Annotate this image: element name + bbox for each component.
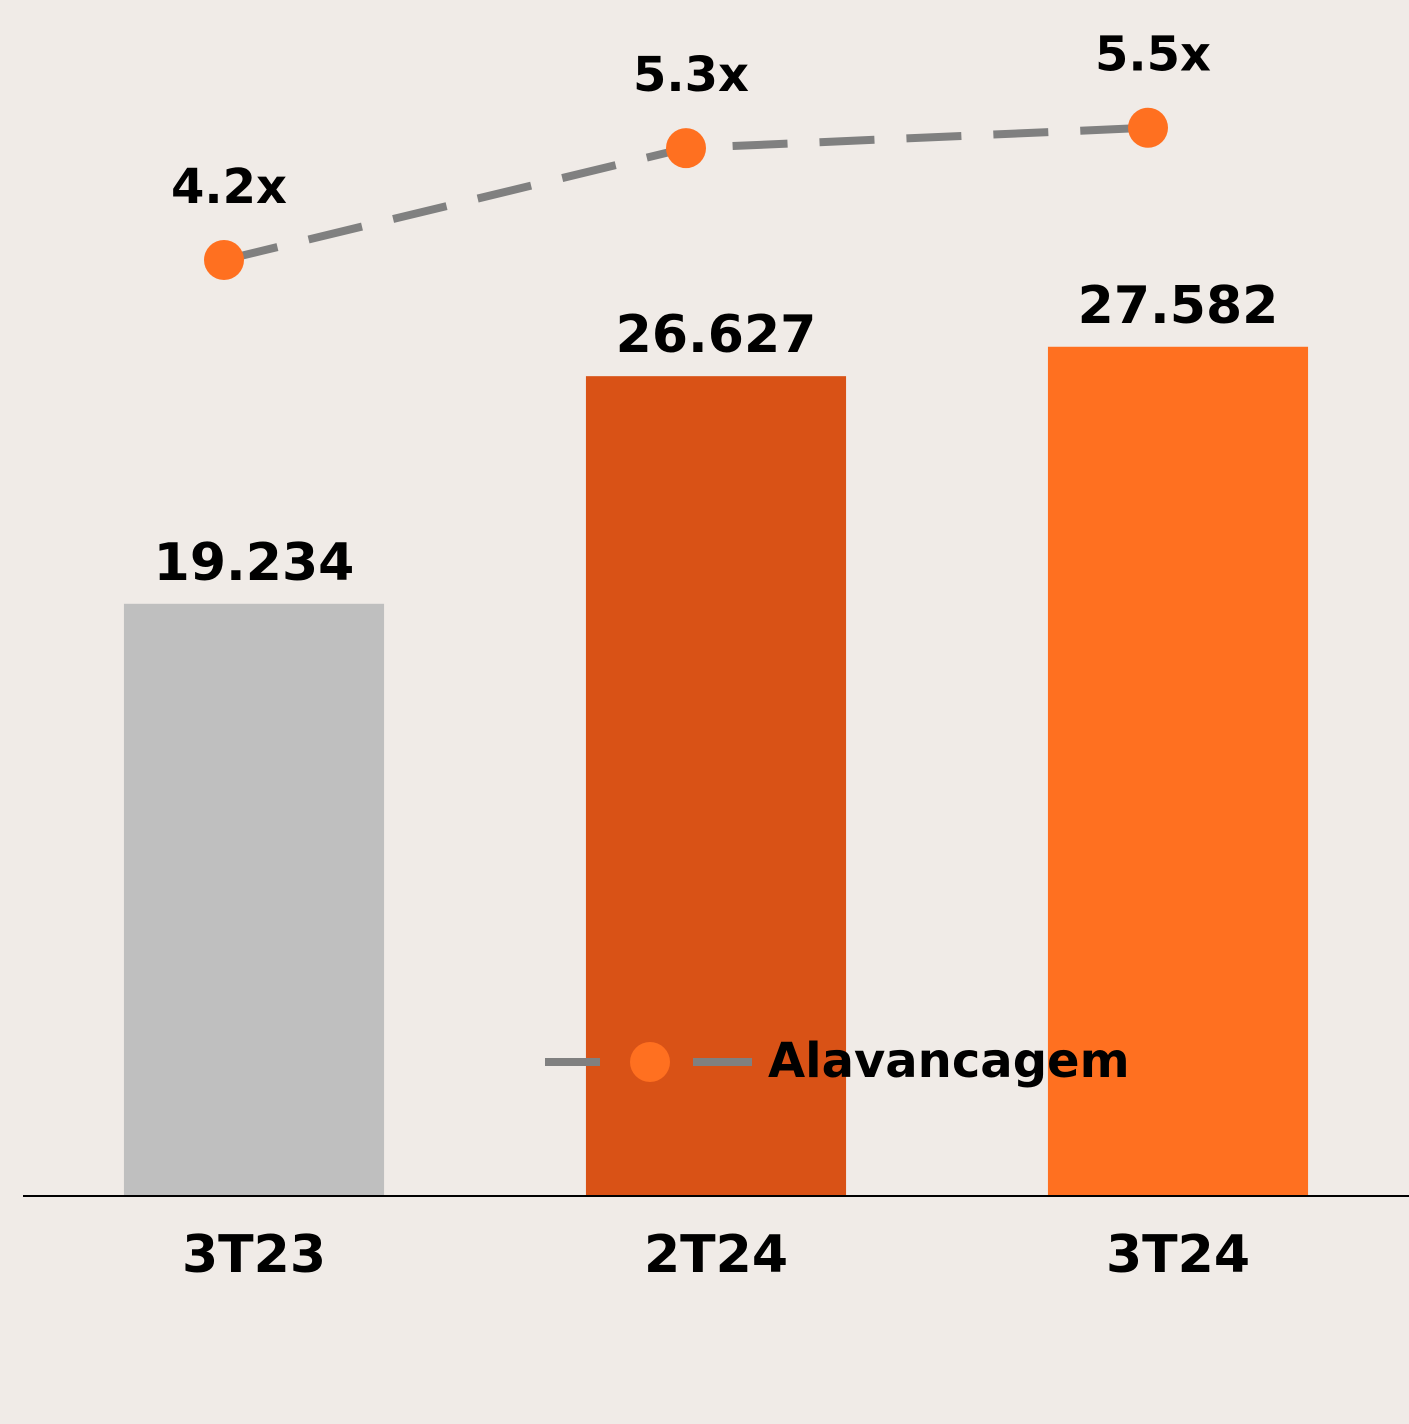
line-value-label: 5.3x bbox=[633, 47, 749, 103]
line-marker bbox=[666, 128, 706, 169]
legend-marker bbox=[630, 1042, 670, 1082]
x-tick-label: 3T23 bbox=[182, 1225, 326, 1285]
bar bbox=[123, 603, 385, 1196]
x-tick-label: 2T24 bbox=[644, 1225, 788, 1285]
bar-value-label: 27.582 bbox=[1078, 276, 1279, 336]
line-value-label: 4.2x bbox=[171, 159, 287, 215]
line-value-label: 5.5x bbox=[1095, 27, 1211, 83]
bar bbox=[1047, 346, 1309, 1196]
line-marker bbox=[204, 240, 244, 280]
legend-label: Alavancagem bbox=[768, 1033, 1130, 1089]
bar-value-label: 26.627 bbox=[616, 305, 817, 365]
line-marker bbox=[1128, 107, 1168, 148]
bar-value-label: 19.234 bbox=[154, 533, 355, 593]
x-tick-label: 3T24 bbox=[1106, 1225, 1250, 1285]
